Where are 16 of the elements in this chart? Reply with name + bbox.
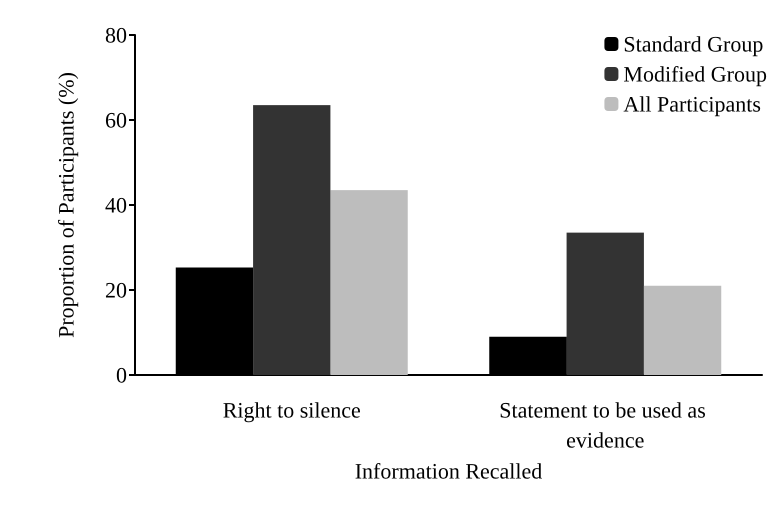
bar — [566, 232, 644, 375]
y-tick-label: 0 — [116, 362, 127, 388]
bar — [253, 105, 330, 375]
y-tick-label: 80 — [105, 22, 127, 48]
bar — [330, 190, 408, 375]
legend-label: Standard Group — [623, 32, 764, 56]
y-tick-label: 40 — [105, 192, 127, 218]
legend-label: All Participants — [623, 92, 761, 116]
legend-label: Modified Group — [623, 62, 768, 86]
y-tick-label: 60 — [105, 108, 127, 132]
x-tick-label: Right to silence — [222, 398, 361, 422]
y-tick-label: 20 — [105, 278, 127, 302]
y-axis-title: Proportion of Participants (%) — [54, 72, 78, 338]
bar — [644, 286, 722, 375]
x-tick-label: Statement to be used as evidence — [499, 398, 712, 452]
x-axis-title: Information Recalled — [354, 458, 542, 484]
